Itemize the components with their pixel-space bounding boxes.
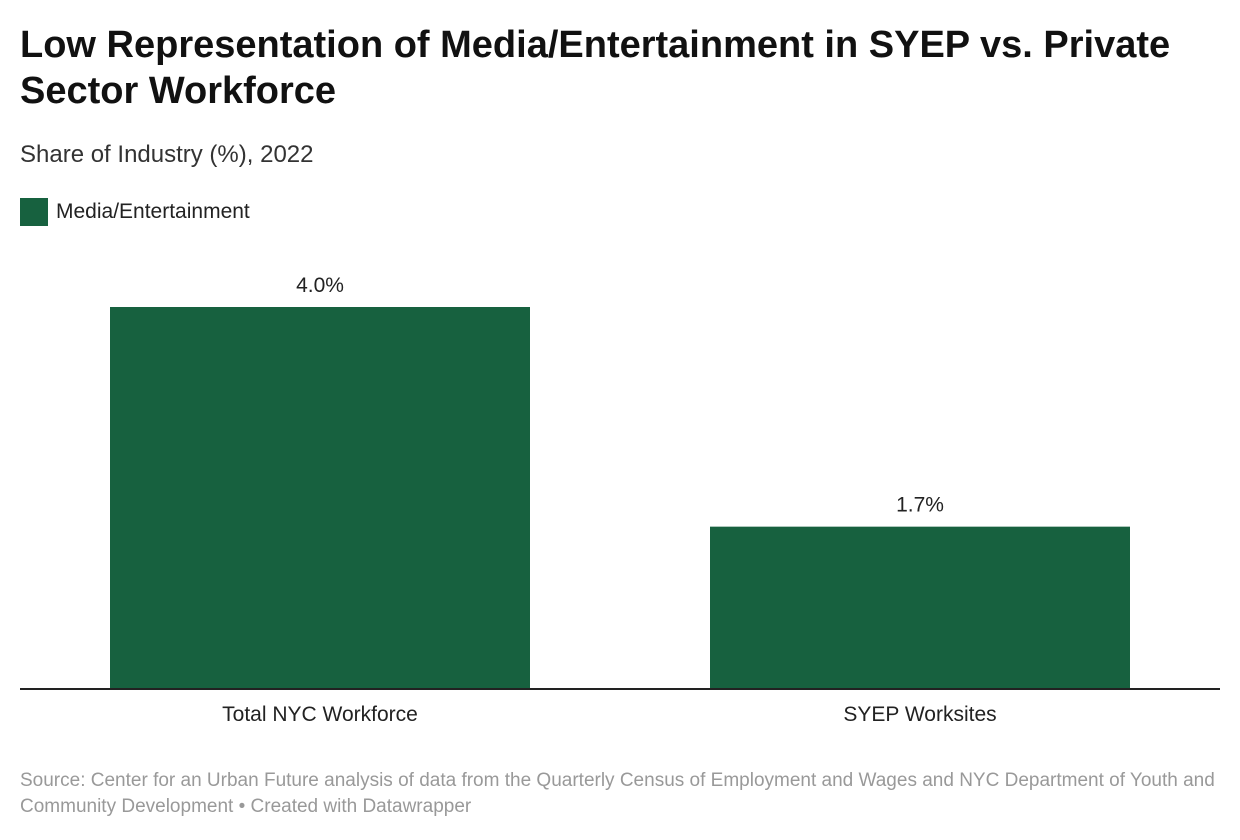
- source-note: Source: Center for an Urban Future analy…: [20, 770, 1215, 817]
- x-tick-label: SYEP Worksites: [843, 703, 996, 726]
- x-tick-label: Total NYC Workforce: [222, 703, 418, 726]
- data-label: 1.7%: [896, 494, 944, 517]
- chart-title: Low Representation of Media/Entertainmen…: [20, 24, 1171, 112]
- legend: Media/Entertainment: [20, 198, 250, 226]
- legend-swatch: [20, 198, 48, 226]
- data-label: 4.0%: [296, 274, 344, 297]
- legend-label: Media/Entertainment: [56, 200, 250, 223]
- bar: [110, 307, 530, 689]
- chart-subtitle: Share of Industry (%), 2022: [20, 141, 314, 168]
- bar: [710, 526, 1130, 689]
